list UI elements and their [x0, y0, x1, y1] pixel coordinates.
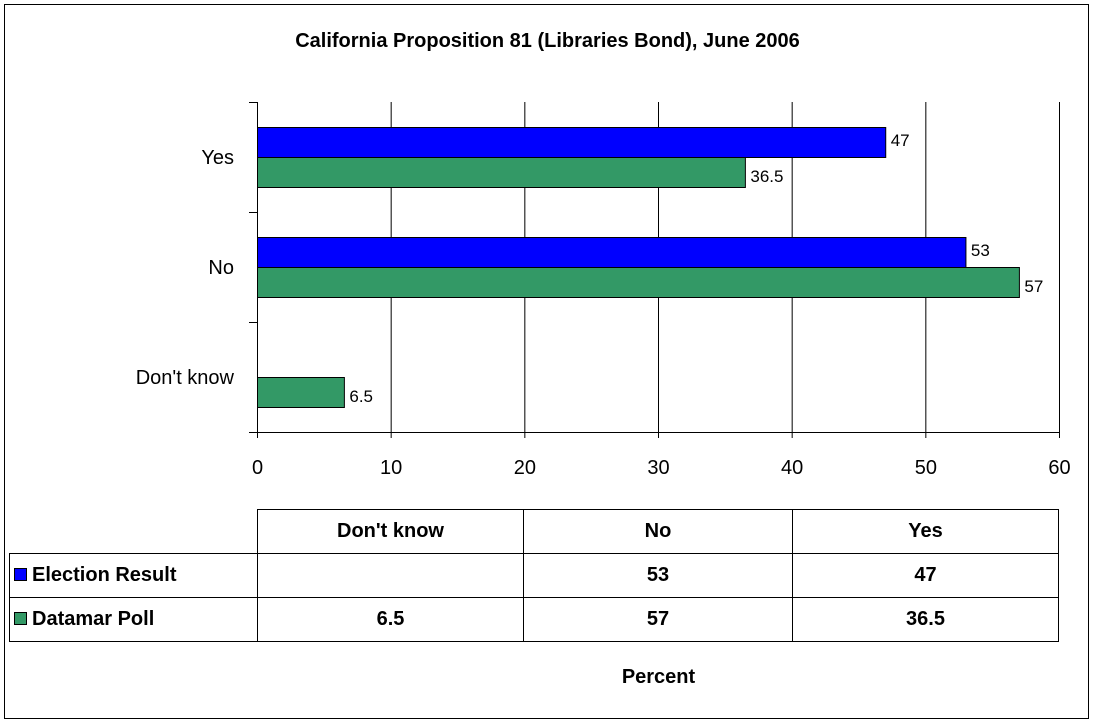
- x-tick-label: 60: [1048, 457, 1070, 479]
- cell-election-dont-know: [257, 553, 524, 598]
- x-tick-label: 0: [252, 457, 263, 479]
- y-tick-label: Yes: [201, 147, 234, 169]
- y-tick-label: Don't know: [136, 367, 235, 389]
- series-name-election-result: Election Result: [32, 564, 177, 586]
- cell-poll-no: 57: [523, 597, 793, 642]
- data-label: 53: [971, 241, 990, 260]
- legend-key-election-result: [14, 568, 27, 582]
- chart-title: California Proposition 81 (Libraries Bon…: [295, 30, 800, 52]
- data-label: 36.5: [750, 167, 783, 186]
- cell-election-no: 53: [523, 553, 793, 598]
- data-label: 57: [1024, 277, 1043, 296]
- bar: [257, 237, 967, 268]
- series-name-datamar-poll: Datamar Poll: [32, 608, 155, 630]
- table-row-election-result: Election Result 53 47: [9, 553, 1059, 598]
- row-header-election-result: Election Result: [9, 553, 258, 598]
- x-tick-label: 40: [781, 457, 803, 479]
- cell-poll-yes: 36.5: [792, 597, 1059, 642]
- bar: [257, 377, 345, 408]
- bar: [257, 267, 1020, 298]
- x-tick-label: 30: [647, 457, 669, 479]
- column-header-no: No: [523, 509, 793, 554]
- column-header-yes: Yes: [792, 509, 1059, 554]
- chart-frame: [4, 4, 1089, 719]
- data-table: Don't know No Yes Election Result 53 47 …: [9, 509, 1059, 642]
- column-header-dont-know: Don't know: [257, 509, 524, 554]
- x-axis-label: Percent: [621, 666, 696, 688]
- cell-election-yes: 47: [792, 553, 1059, 598]
- bar: [257, 157, 746, 188]
- x-tick-label: 50: [915, 457, 937, 479]
- legend-key-datamar-poll: [14, 612, 27, 626]
- cell-poll-dont-know: 6.5: [257, 597, 524, 642]
- x-tick-label: 10: [380, 457, 402, 479]
- data-label: 47: [891, 131, 910, 150]
- table-header-row: Don't know No Yes: [9, 509, 1059, 554]
- y-tick-label: No: [208, 257, 234, 279]
- table-row-datamar-poll: Datamar Poll 6.5 57 36.5: [9, 597, 1059, 642]
- x-tick-label: 20: [514, 457, 536, 479]
- data-label: 6.5: [349, 387, 373, 406]
- bar: [257, 127, 887, 158]
- row-header-datamar-poll: Datamar Poll: [9, 597, 258, 642]
